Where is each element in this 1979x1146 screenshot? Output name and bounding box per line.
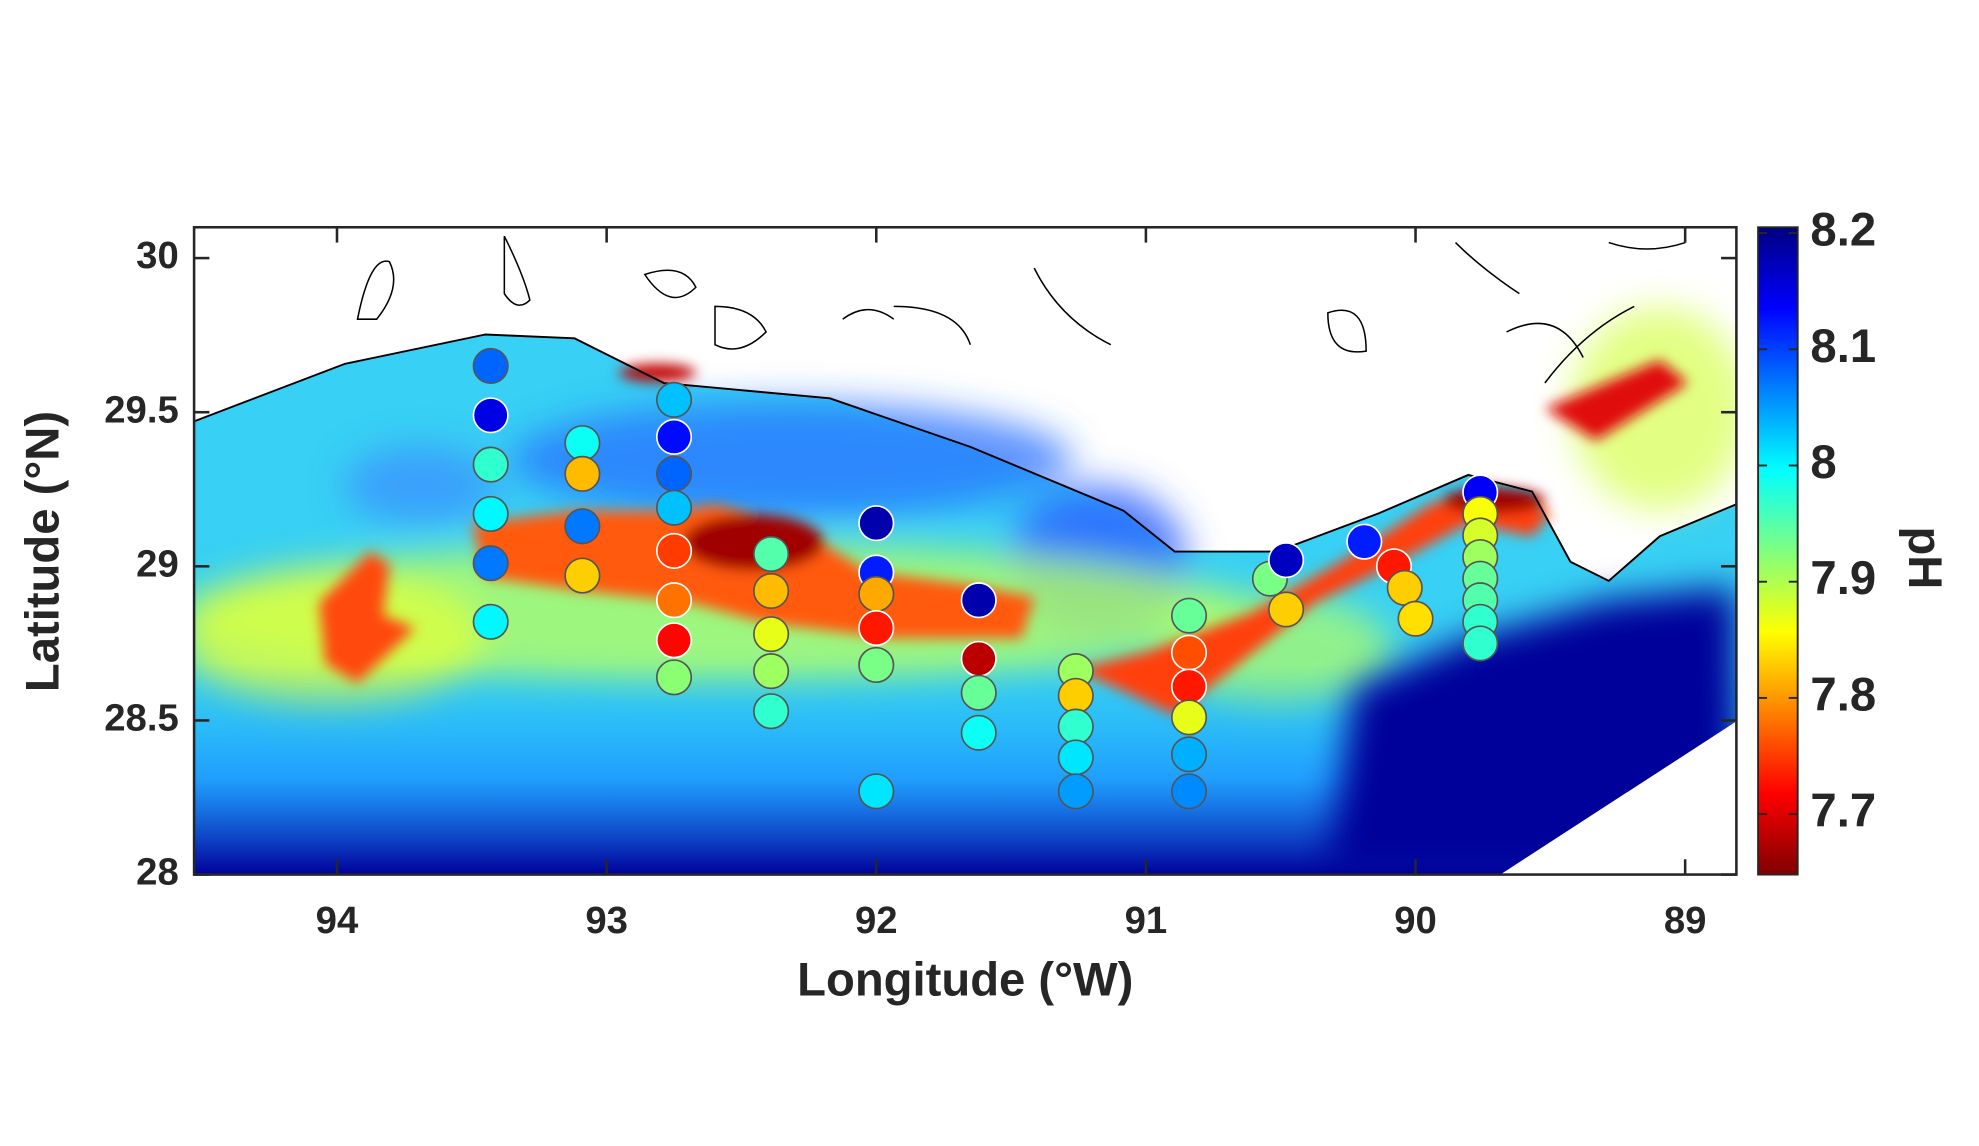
- station-point: [655, 489, 693, 526]
- station-point: [472, 446, 509, 483]
- y-tick-label: 28.5: [104, 697, 179, 740]
- station-point: [655, 455, 693, 492]
- colorbar-tick-label: 8: [1810, 436, 1836, 489]
- station-point: [1057, 677, 1094, 714]
- y-tick-label: 29.5: [104, 388, 179, 431]
- grid-edge: [1500, 721, 1737, 875]
- x-tick-label: 94: [316, 899, 359, 942]
- station-point: [655, 532, 693, 569]
- station-point: [753, 653, 790, 690]
- station-point: [753, 693, 790, 730]
- station-point: [753, 616, 790, 653]
- axes-box: [192, 225, 1738, 876]
- y-axis-label: Latitude (°N): [16, 411, 69, 692]
- colorbar-label: pH: [1898, 526, 1951, 589]
- station-point: [655, 381, 693, 418]
- station-point: [960, 640, 997, 677]
- x-axis-label: Longitude (°W): [797, 954, 1133, 1007]
- station-point: [858, 576, 895, 613]
- station-point: [960, 714, 997, 751]
- station-point: [655, 622, 693, 659]
- x-tick-label: 90: [1394, 899, 1437, 942]
- colorbar-tick-label: 8.1: [1810, 320, 1876, 373]
- station-point: [655, 659, 693, 696]
- y-tick-label: 28: [136, 851, 179, 894]
- station-point: [655, 582, 693, 619]
- station-point: [1170, 668, 1208, 705]
- station-point: [472, 347, 509, 385]
- station-point: [858, 609, 895, 647]
- ph-field: [194, 235, 1737, 875]
- x-tick-label: 93: [585, 899, 628, 942]
- colorbar-tick-label: 8.2: [1810, 204, 1876, 257]
- station-point: [1268, 591, 1305, 628]
- station-point: [1057, 708, 1094, 745]
- station-point: [472, 545, 509, 582]
- land-outlines: [356, 235, 1686, 384]
- colorbar-box: [1757, 226, 1799, 876]
- station-point: [960, 674, 997, 711]
- station-point: [1346, 523, 1383, 560]
- coastline: [194, 333, 1737, 583]
- station-point: [564, 455, 601, 492]
- station-point: [858, 773, 895, 810]
- station-point: [858, 505, 895, 542]
- colorbar: [1758, 227, 1798, 875]
- station-point: [1057, 739, 1094, 776]
- x-tick-label: 91: [1125, 899, 1168, 942]
- y-tick-label: 30: [136, 234, 179, 277]
- station-point: [1170, 699, 1208, 736]
- station-point: [1268, 542, 1305, 579]
- station-point: [1170, 634, 1208, 671]
- colorbar-tick-label: 7.7: [1810, 785, 1876, 838]
- station-point: [1386, 569, 1423, 606]
- station-point: [1057, 773, 1094, 810]
- station-point: [858, 646, 895, 684]
- x-tick-label: 92: [855, 899, 898, 942]
- station-point: [960, 582, 997, 619]
- station-point: [472, 603, 509, 640]
- station-point: [1397, 600, 1434, 637]
- colorbar-tick-label: 7.9: [1810, 552, 1876, 605]
- station-point: [655, 418, 693, 455]
- y-tick-label: 29: [136, 542, 179, 585]
- station-point: [1170, 773, 1208, 810]
- x-tick-label: 89: [1664, 899, 1707, 942]
- station-point: [472, 495, 509, 532]
- station-point: [1462, 625, 1499, 662]
- station-point: [564, 557, 601, 594]
- station-point: [1170, 597, 1208, 634]
- station-point: [564, 424, 601, 462]
- colorbar-tick-label: 7.8: [1810, 668, 1876, 721]
- station-point: [753, 572, 790, 610]
- station-point: [753, 535, 790, 573]
- station-point: [472, 397, 509, 434]
- station-point: [1170, 736, 1208, 773]
- station-point: [564, 508, 601, 545]
